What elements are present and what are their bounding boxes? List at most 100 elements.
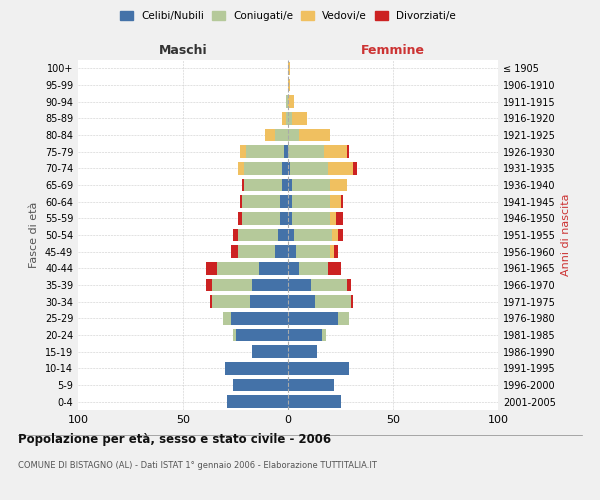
Bar xyxy=(244,179,282,192)
Bar xyxy=(338,312,349,324)
Bar xyxy=(282,179,288,192)
Bar xyxy=(316,296,351,308)
Bar xyxy=(265,129,275,141)
Bar xyxy=(282,112,286,124)
Bar xyxy=(347,279,351,291)
Text: Popolazione per età, sesso e stato civile - 2006: Popolazione per età, sesso e stato civil… xyxy=(18,432,331,446)
Bar xyxy=(288,396,341,408)
Bar xyxy=(295,229,332,241)
Bar xyxy=(341,196,343,208)
Bar xyxy=(288,96,295,108)
Bar xyxy=(337,212,343,224)
Bar xyxy=(217,262,259,274)
Bar xyxy=(330,196,341,208)
Bar xyxy=(240,146,246,158)
Bar xyxy=(252,279,288,291)
Bar xyxy=(292,196,330,208)
Bar xyxy=(288,362,349,374)
Bar xyxy=(288,296,316,308)
Bar xyxy=(284,146,288,158)
Bar xyxy=(233,329,235,341)
Bar xyxy=(280,196,288,208)
Bar xyxy=(233,229,238,241)
Bar xyxy=(240,196,242,208)
Bar xyxy=(292,212,330,224)
Bar xyxy=(238,162,244,174)
Bar xyxy=(299,262,328,274)
Bar xyxy=(334,246,338,258)
Bar xyxy=(288,312,338,324)
Text: COMUNE DI BISTAGNO (AL) - Dati ISTAT 1° gennaio 2006 - Elaborazione TUTTITALIA.I: COMUNE DI BISTAGNO (AL) - Dati ISTAT 1° … xyxy=(18,460,377,469)
Bar xyxy=(322,329,326,341)
Bar xyxy=(275,129,288,141)
Bar xyxy=(246,146,284,158)
Bar xyxy=(296,246,330,258)
Bar xyxy=(288,162,290,174)
Bar xyxy=(288,262,299,274)
Bar xyxy=(288,112,292,124)
Bar xyxy=(299,129,330,141)
Bar xyxy=(288,79,290,92)
Bar xyxy=(232,312,288,324)
Bar xyxy=(311,279,347,291)
Bar xyxy=(235,329,288,341)
Bar xyxy=(351,296,353,308)
Bar xyxy=(288,146,324,158)
Bar xyxy=(242,212,280,224)
Bar xyxy=(233,379,288,391)
Bar xyxy=(242,179,244,192)
Bar xyxy=(324,146,347,158)
Bar xyxy=(212,296,250,308)
Bar xyxy=(288,246,296,258)
Bar xyxy=(347,146,349,158)
Bar xyxy=(286,112,288,124)
Y-axis label: Fasce di età: Fasce di età xyxy=(29,202,39,268)
Bar xyxy=(288,212,292,224)
Bar xyxy=(353,162,358,174)
Bar xyxy=(232,246,238,258)
Bar xyxy=(277,229,288,241)
Bar xyxy=(290,162,328,174)
Bar xyxy=(338,229,343,241)
Bar xyxy=(288,129,299,141)
Bar xyxy=(252,346,288,358)
Bar xyxy=(288,346,317,358)
Text: Maschi: Maschi xyxy=(158,44,208,57)
Bar xyxy=(210,296,212,308)
Bar xyxy=(282,162,288,174)
Bar xyxy=(288,62,290,74)
Bar xyxy=(259,262,288,274)
Bar xyxy=(206,262,217,274)
Bar xyxy=(292,179,330,192)
Bar xyxy=(292,112,307,124)
Bar xyxy=(330,246,334,258)
Bar xyxy=(242,196,280,208)
Bar xyxy=(332,229,338,241)
Bar xyxy=(244,162,282,174)
Y-axis label: Anni di nascita: Anni di nascita xyxy=(561,194,571,276)
Bar xyxy=(288,229,295,241)
Bar xyxy=(225,362,288,374)
Bar xyxy=(238,246,275,258)
Bar xyxy=(206,279,212,291)
Bar xyxy=(330,179,347,192)
Bar xyxy=(250,296,288,308)
Legend: Celibi/Nubili, Coniugati/e, Vedovi/e, Divorziati/e: Celibi/Nubili, Coniugati/e, Vedovi/e, Di… xyxy=(117,8,459,24)
Bar xyxy=(288,179,292,192)
Bar xyxy=(288,329,322,341)
Bar xyxy=(227,396,288,408)
Bar xyxy=(280,212,288,224)
Bar xyxy=(328,262,341,274)
Bar xyxy=(288,196,292,208)
Bar xyxy=(288,379,334,391)
Bar xyxy=(328,162,353,174)
Bar xyxy=(238,212,242,224)
Text: Femmine: Femmine xyxy=(361,44,425,57)
Bar xyxy=(212,279,252,291)
Bar xyxy=(288,279,311,291)
Bar xyxy=(223,312,232,324)
Bar xyxy=(286,96,288,108)
Bar xyxy=(330,212,337,224)
Bar xyxy=(238,229,277,241)
Bar xyxy=(275,246,288,258)
